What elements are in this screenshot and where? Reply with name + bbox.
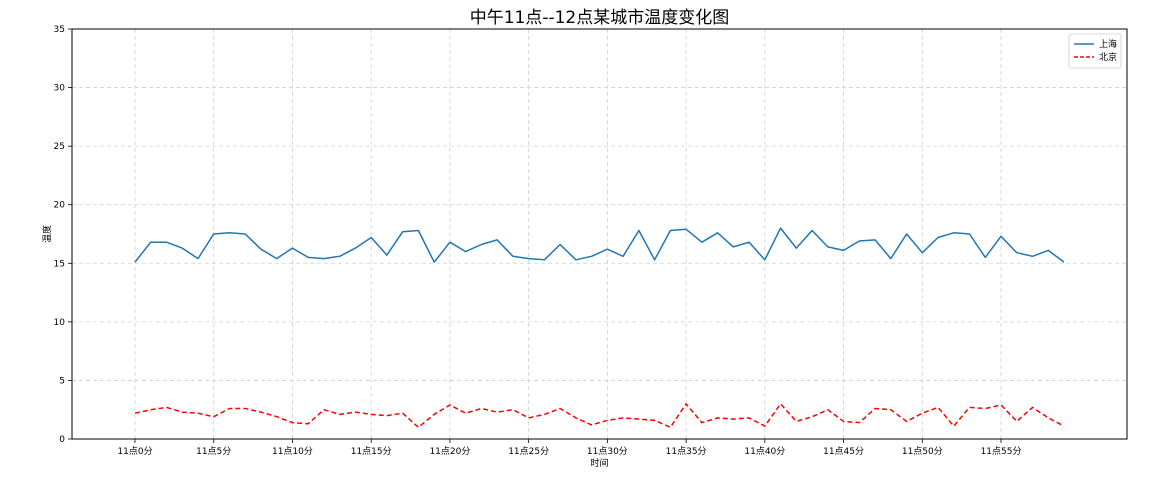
x-tick-label: 11点30分 (587, 446, 628, 457)
x-tick-label: 11点40分 (744, 446, 785, 457)
legend-box (1068, 33, 1122, 69)
x-axis-label: 时间 (590, 457, 608, 469)
y-tick-label: 5 (59, 376, 65, 386)
x-tick-label: 11点5分 (196, 446, 231, 457)
x-tick-label: 11点20分 (429, 446, 470, 457)
x-tick-label: 11点0分 (117, 446, 152, 457)
series-line-1 (134, 227, 1065, 263)
y-axis-label: 温度 (41, 225, 53, 243)
y-tick-label: 25 (54, 142, 65, 152)
y-tick-label: 30 (54, 84, 66, 94)
plot-frame (71, 28, 1128, 440)
x-tick-label: 11点45分 (823, 446, 864, 457)
x-tick-label: 11点10分 (272, 446, 313, 457)
chart-title: 中午11点--12点某城市温度变化图 (470, 8, 730, 28)
series-lines (134, 227, 1065, 429)
y-tick-label: 15 (54, 259, 65, 269)
y-tick-label: 35 (54, 25, 65, 35)
y-tick-label: 10 (54, 318, 66, 328)
x-tick-label: 11点55分 (981, 446, 1022, 457)
x-tick-label: 11点35分 (666, 446, 707, 457)
legend-label-1: 上海 (1099, 38, 1117, 50)
x-tick-label: 11点25分 (508, 446, 549, 457)
x-tick-label: 11点50分 (902, 446, 943, 457)
y-tick-label: 20 (54, 201, 66, 211)
legend-label-2: 北京 (1099, 51, 1117, 63)
axis-ticks: 0 5 10 15 20 25 30 35 11点0分 11点5分 11点10分 11点15分 11点2… (54, 25, 1022, 457)
x-tick-label: 11点15分 (351, 446, 392, 457)
series-line-2 (134, 403, 1065, 429)
y-tick-label: 0 (59, 435, 65, 445)
